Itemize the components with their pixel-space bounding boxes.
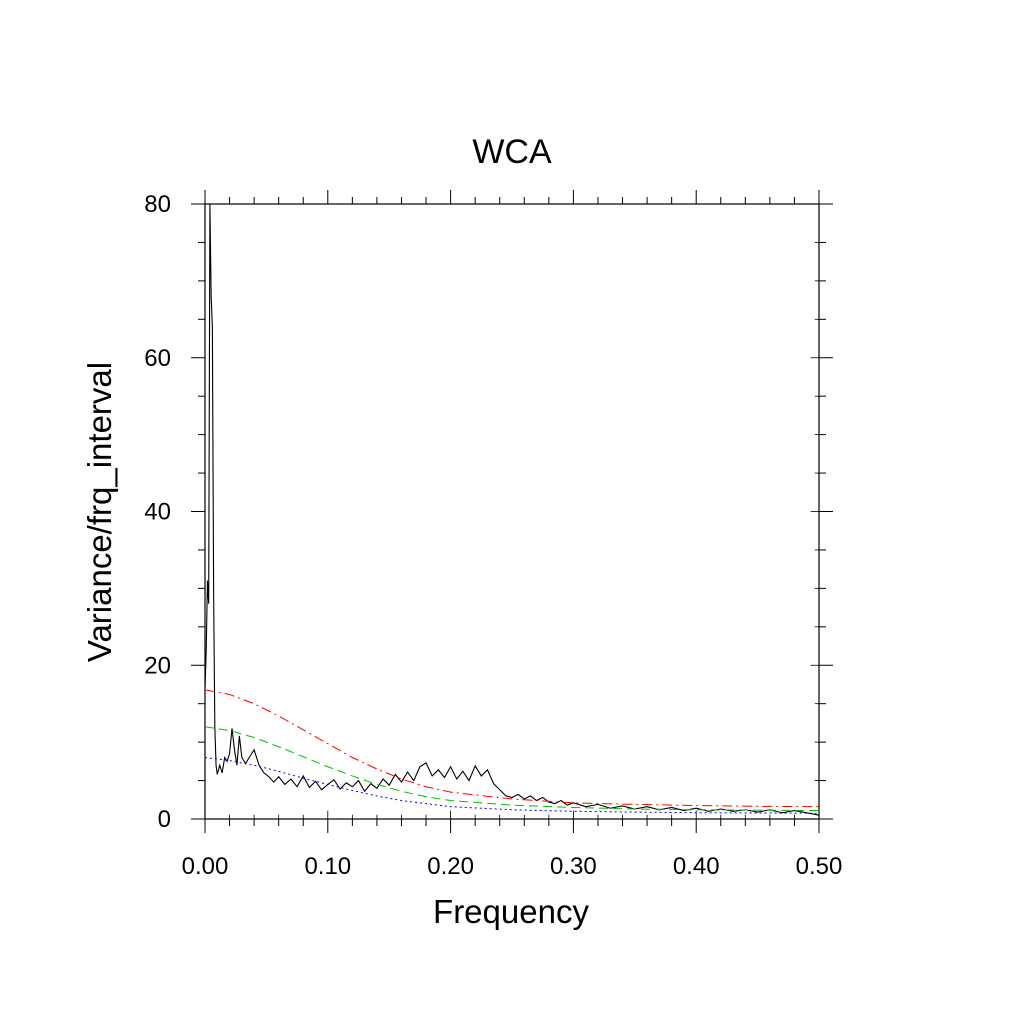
y-tick-label: 20 [144,652,171,679]
mid-confidence-line [204,726,820,812]
x-tick-label: 0.00 [182,853,229,880]
y-tick-label: 80 [144,191,171,218]
x-axis-label: Frequency [433,893,589,930]
x-tick-label: 0.30 [550,853,597,880]
y-tick-label: 40 [144,499,171,526]
chart-title: WCA [472,133,552,171]
x-tick-label: 0.10 [304,853,351,880]
plot-area: 0.00 0.10 0.20 0.30 0.40 0.50 0 20 40 60 80 [144,190,842,880]
upper-confidence-line [204,689,820,808]
x-tick-label: 0.40 [673,853,720,880]
x-tick-label: 0.20 [427,853,474,880]
y-tick-label: 60 [144,345,171,372]
y-axis-label: Variance/frq_interval [81,362,118,662]
x-tick-label: 0.50 [796,853,843,880]
lower-confidence-line [204,757,820,814]
spectrum-line [204,203,820,816]
y-tick-label: 0 [158,806,171,833]
